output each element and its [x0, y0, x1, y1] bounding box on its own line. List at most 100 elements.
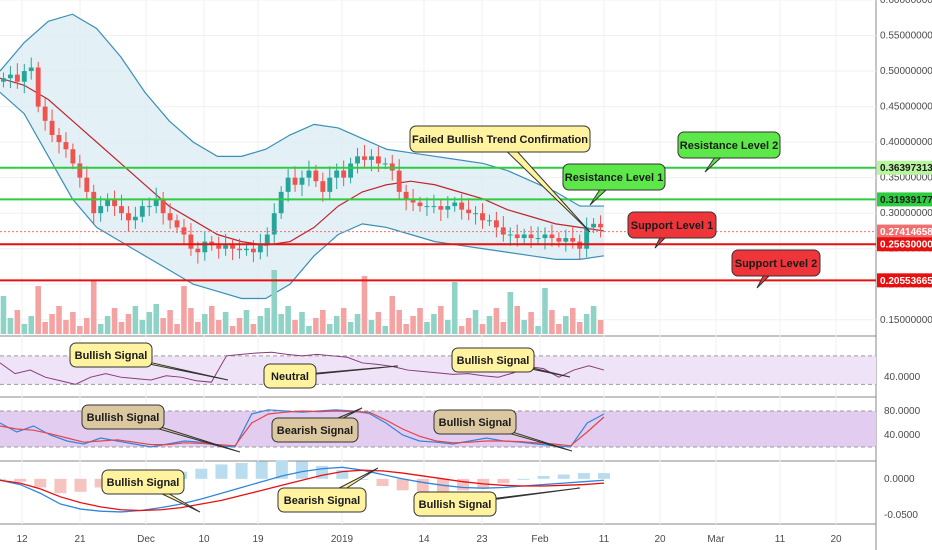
macd-histogram-bar	[557, 474, 570, 479]
volume-bar	[208, 306, 215, 334]
price-tag-label: 0.25630000	[880, 240, 932, 251]
price-axis-tick-label: 0.40000000	[880, 137, 932, 148]
volume-bar	[257, 316, 264, 334]
volume-bar	[0, 296, 7, 334]
candle-body	[174, 220, 180, 228]
candle-body	[63, 142, 69, 150]
volume-bar	[576, 322, 583, 334]
volume-bar	[326, 324, 333, 334]
candle-body	[535, 238, 541, 240]
volume-bar	[229, 326, 236, 334]
price-tags: 0.36397313 0.31939177 0.27414658 0.25630000…	[877, 160, 932, 288]
candle-body	[257, 245, 263, 253]
price-tag: 0.25630000	[877, 237, 932, 252]
price-axis-tick-label: 0.50000000	[880, 66, 932, 77]
candle-body	[188, 234, 194, 249]
volume-bar	[77, 326, 83, 334]
callout-box	[433, 409, 517, 435]
candle-body	[14, 74, 20, 82]
volume-bar	[104, 316, 111, 334]
callout-yellow: Bullish Signal	[101, 469, 201, 513]
macd-histogram-bar	[296, 461, 308, 479]
macd-histogram-bar	[255, 461, 268, 479]
candle-body	[42, 106, 48, 121]
candle-body	[424, 206, 430, 208]
candle-body	[452, 202, 458, 207]
rsi-line	[0, 351, 605, 385]
candle-body	[292, 177, 298, 185]
volume-bar	[340, 308, 347, 334]
volume-bar	[389, 296, 396, 334]
candle-body	[396, 170, 402, 192]
candle-body	[271, 213, 277, 235]
candle-body	[549, 234, 555, 239]
candle-body	[139, 206, 145, 217]
callout-box	[409, 125, 591, 153]
callout-box	[413, 491, 497, 517]
moving-average-line	[0, 77, 605, 246]
candle-body	[49, 120, 55, 136]
candle-body	[438, 206, 444, 210]
callout-tan: Bullish Signal	[81, 404, 241, 453]
callout-tan: Bearish Signal	[271, 407, 363, 443]
macd-line	[0, 466, 605, 513]
volume-bar	[493, 308, 500, 334]
volume-bar	[250, 324, 257, 334]
candle-body	[119, 206, 124, 214]
callout-label: Bearish Signal	[277, 425, 353, 437]
candle-body	[362, 156, 367, 160]
candle-body	[355, 156, 360, 164]
callout-red: Support Level 1	[627, 211, 717, 249]
volume-bar	[382, 326, 389, 334]
candle-body	[285, 177, 291, 192]
volume-bar	[42, 322, 48, 334]
volume-bar	[451, 282, 458, 334]
volume-bar	[90, 280, 97, 334]
candle-body	[244, 248, 249, 251]
stochastic-axis-tick-label: 80.0000	[884, 406, 921, 417]
macd-histogram-bar	[215, 464, 228, 479]
volume-bar	[14, 310, 21, 334]
volume-bar	[431, 314, 437, 334]
candle-body	[126, 213, 131, 221]
callout-label: Support Level 1	[631, 220, 714, 232]
candle-body	[368, 156, 374, 160]
callout-label: Support Level 2	[735, 258, 818, 270]
volume-bar	[7, 318, 14, 334]
macd-histogram-bar	[356, 478, 369, 480]
price-tag: 0.20553665	[877, 273, 932, 288]
candle-body	[216, 245, 222, 249]
price-axis-tick-label: 0.55000000	[880, 31, 932, 42]
candle-body	[487, 220, 492, 222]
candle-body	[299, 177, 305, 185]
price-tag-background	[877, 224, 932, 239]
volume-bar	[28, 316, 35, 334]
time-axis-label: 12	[16, 534, 28, 545]
candle-body	[230, 245, 236, 249]
callout-box	[277, 487, 367, 513]
candle-body	[431, 206, 437, 208]
macd-histogram-bar	[517, 478, 530, 480]
callout-label: Failed Bullish Trend Confirmation	[412, 134, 588, 146]
price-tag-background	[877, 192, 932, 207]
rsi-axis-tick-label: 40.0000	[884, 372, 921, 383]
candle-body	[160, 198, 166, 214]
macd-histogram-bar	[34, 478, 47, 488]
price-axis-tick-label: 0.45000000	[880, 102, 932, 113]
volume-bars	[0, 270, 604, 334]
callout-label: Bullish Signal	[107, 477, 180, 489]
volume-bar	[410, 316, 416, 334]
time-axis-label: Mar	[707, 534, 725, 545]
volume-bar	[507, 292, 514, 334]
stochastic-line-2	[0, 410, 605, 447]
candle-body	[320, 181, 326, 192]
candle-body	[181, 227, 187, 235]
macd-histogram-bar	[94, 478, 107, 488]
candle-body	[7, 74, 13, 79]
volume-bar	[514, 306, 520, 334]
volume-bar	[472, 310, 479, 334]
volume-bar	[396, 310, 402, 334]
volume-bar	[111, 308, 118, 334]
time-axis-label: 10	[198, 534, 210, 545]
